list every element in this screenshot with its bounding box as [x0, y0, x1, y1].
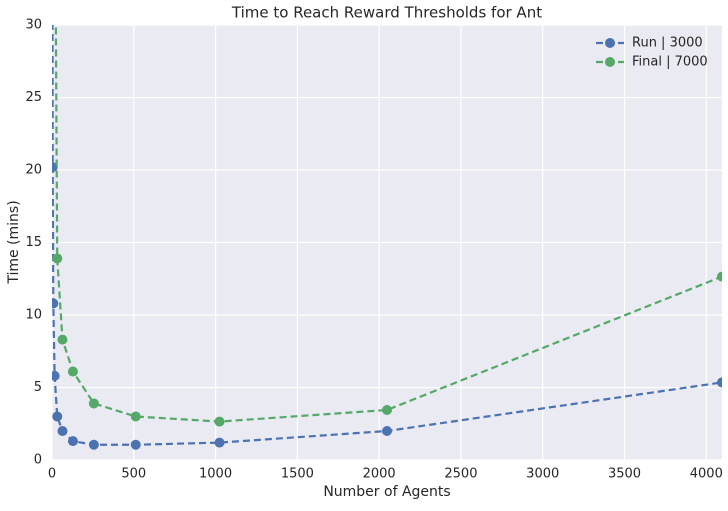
data-point [382, 426, 392, 436]
data-point [717, 377, 722, 388]
data-point [130, 411, 141, 422]
x-tick-label: 2000 [363, 467, 396, 482]
y-tick-label: 0 [34, 453, 42, 468]
data-point [130, 439, 141, 450]
x-tick-label: 3000 [526, 467, 559, 482]
x-tick-label: 4000 [690, 467, 723, 482]
x-tick-label: 2500 [444, 467, 477, 482]
x-tick-label: 0 [48, 467, 56, 482]
data-point [717, 271, 722, 282]
legend-label: Run | 3000 [632, 36, 703, 51]
data-point [52, 253, 63, 264]
data-point [57, 334, 68, 345]
y-axis-label: Time (mins) [6, 200, 22, 284]
series-line [54, 25, 722, 423]
legend-marker [605, 57, 615, 67]
data-point [382, 404, 392, 415]
series-line [52, 25, 722, 446]
data-point [214, 416, 225, 427]
data-point [52, 298, 59, 309]
x-tick-label: 500 [121, 467, 146, 482]
y-tick-label: 10 [25, 308, 42, 323]
x-tick-label: 1000 [199, 467, 232, 482]
x-tick-label: 1500 [281, 467, 314, 482]
y-tick-label: 15 [25, 235, 42, 250]
y-tick-label: 25 [25, 90, 42, 105]
y-tick-label: 30 [25, 18, 42, 33]
y-tick-label: 5 [34, 380, 42, 395]
legend-label: Final | 7000 [632, 55, 708, 70]
y-tick-label: 20 [25, 163, 42, 178]
chart-title: Time to Reach Reward Thresholds for Ant [231, 4, 542, 22]
data-point [67, 366, 78, 377]
data-point [52, 370, 60, 381]
legend-marker [605, 38, 615, 48]
data-point [214, 437, 225, 448]
x-tick-label: 3500 [608, 467, 641, 482]
x-axis-label: Number of Agents [323, 484, 450, 500]
data-point [57, 426, 68, 436]
data-point [88, 398, 99, 409]
data-point [67, 436, 78, 447]
data-point [52, 411, 63, 422]
data-point [88, 439, 99, 450]
